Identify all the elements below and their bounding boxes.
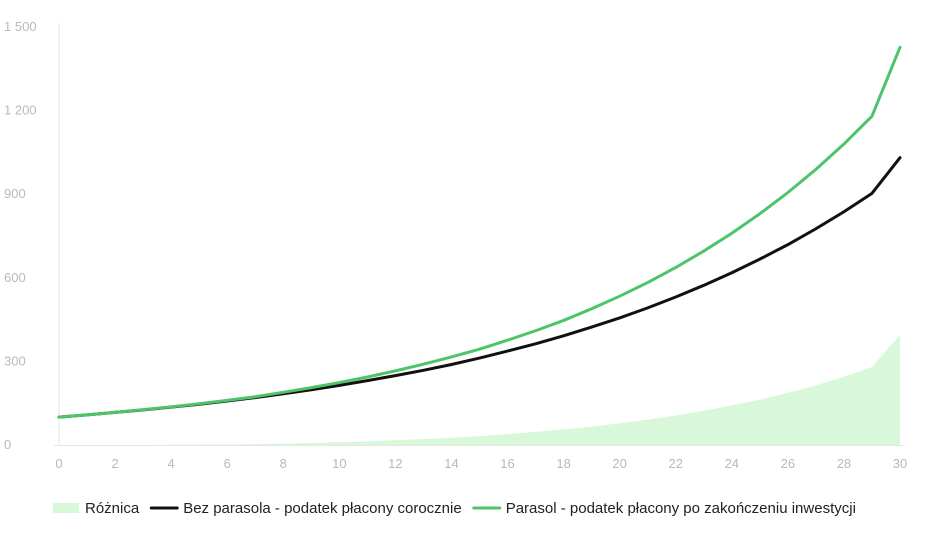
x-tick-label: 28 — [837, 456, 851, 471]
x-tick-label: 26 — [781, 456, 795, 471]
x-tick-label: 18 — [556, 456, 570, 471]
legend-swatch — [53, 503, 79, 513]
x-tick-label: 12 — [388, 456, 402, 471]
series-area-roznica — [59, 334, 900, 445]
line-layer — [57, 45, 902, 419]
x-tick-label: 16 — [500, 456, 514, 471]
x-tick-label: 14 — [444, 456, 458, 471]
x-tick-label: 2 — [111, 456, 118, 471]
x-tick-label: 22 — [668, 456, 682, 471]
area-layer — [59, 334, 900, 445]
x-tick-label: 4 — [168, 456, 175, 471]
y-tick-label: 300 — [4, 353, 26, 368]
legend-item-parasol-podatek-placony-po-zakonczeniu-inwestycji: Parasol - podatek płacony po zakończeniu… — [472, 500, 856, 517]
x-tick-label: 20 — [612, 456, 626, 471]
x-tick-label: 0 — [55, 456, 62, 471]
x-tick-label: 24 — [725, 456, 739, 471]
x-tick-label: 8 — [280, 456, 287, 471]
y-tick-label: 0 — [4, 437, 11, 452]
x-tick-label: 6 — [224, 456, 231, 471]
series-line-bez-parasola-podatek-placony-corocznie — [57, 156, 902, 419]
y-tick-label: 900 — [4, 186, 26, 201]
legend-label: Bez parasola - podatek płacony corocznie — [183, 500, 462, 517]
legend: Różnica Bez parasola - podatek płacony co… — [53, 500, 856, 517]
legend-item-bez-parasola-podatek-placony-corocznie: Bez parasola - podatek płacony corocznie — [149, 500, 462, 517]
x-tick-label: 10 — [332, 456, 346, 471]
x-tick-label: 30 — [893, 456, 907, 471]
y-tick-label: 1 500 — [4, 19, 37, 34]
y-tick-label: 1 200 — [4, 103, 37, 118]
axis-layer — [54, 23, 905, 446]
legend-item-roznica: Różnica — [53, 500, 140, 517]
legend-label: Parasol - podatek płacony po zakończeniu… — [506, 500, 856, 517]
y-tick-label: 600 — [4, 270, 26, 285]
series-line-parasol-podatek-placony-po-zakonczeniu-inwestycji — [57, 45, 902, 419]
legend-label: Różnica — [85, 500, 140, 517]
